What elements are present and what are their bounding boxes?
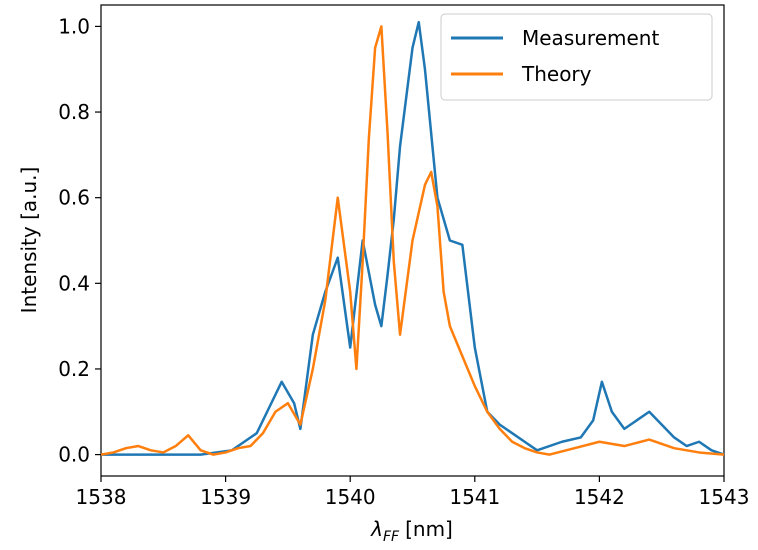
x-tick-label: 1542 xyxy=(574,485,625,509)
y-tick-label: 0.8 xyxy=(58,100,90,124)
y-tick-label: 0.4 xyxy=(58,271,90,295)
y-axis-label: Intensity [a.u.] xyxy=(17,167,41,314)
series-layer xyxy=(100,20,725,456)
x-axis-label-subscript: FF xyxy=(383,529,400,545)
y-tick-label: 0.0 xyxy=(58,443,90,467)
legend-box xyxy=(440,13,713,101)
series-line-measurement xyxy=(101,20,725,456)
y-axis-ticks: 0.0 0.2 0.4 0.6 0.8 1.0 xyxy=(58,14,101,467)
plot-frame xyxy=(100,4,725,477)
x-tick-label: 1538 xyxy=(76,485,127,509)
x-axis-label: λFF [nm] xyxy=(370,517,453,545)
x-axis-label-symbol: λ xyxy=(370,517,383,541)
x-tick-label: 1540 xyxy=(325,485,376,509)
x-axis-label-unit: [nm] xyxy=(405,517,453,541)
x-tick-label: 1541 xyxy=(449,485,500,509)
y-tick-label: 0.6 xyxy=(58,186,90,210)
x-tick-label: 1543 xyxy=(699,485,750,509)
y-tick-label: 1.0 xyxy=(58,14,90,38)
x-axis-ticks: 1538 1539 1540 1541 1542 1543 xyxy=(76,476,750,509)
legend: Measurement Theory xyxy=(440,13,713,101)
y-tick-label: 0.2 xyxy=(58,357,90,381)
plot-area xyxy=(100,4,725,477)
x-tick-label: 1539 xyxy=(200,485,251,509)
legend-label-measurement: Measurement xyxy=(522,26,659,50)
series-line-theory xyxy=(100,25,725,456)
legend-label-theory: Theory xyxy=(521,62,592,86)
